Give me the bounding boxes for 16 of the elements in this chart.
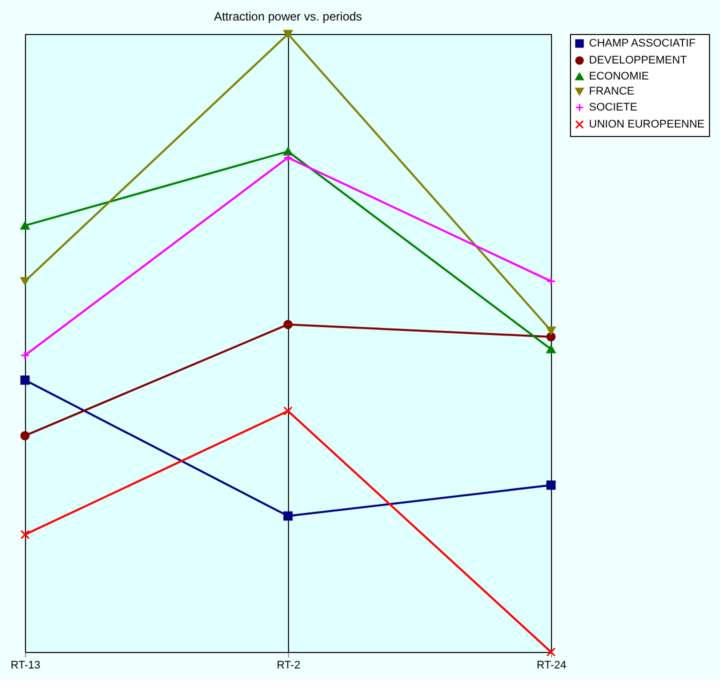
point xyxy=(283,406,293,416)
point xyxy=(546,276,556,286)
x-tick-label: RT-24 xyxy=(536,660,566,672)
legend-label: SOCIETE xyxy=(589,102,638,114)
legend-label: DEVELOPPEMENT xyxy=(589,54,688,66)
legend-label: ECONOMIE xyxy=(589,70,649,82)
chart-title: Attraction power vs. periods xyxy=(214,10,362,24)
point xyxy=(20,530,30,540)
point xyxy=(546,647,556,657)
legend-label: CHAMP ASSOCIATIF xyxy=(589,38,696,50)
point xyxy=(283,152,293,162)
x-tick-label: RT-2 xyxy=(276,660,300,672)
legend-label: UNION EUROPEENNE xyxy=(589,118,705,130)
x-tick-label: RT-13 xyxy=(10,660,40,672)
point xyxy=(20,350,30,360)
legend-label: FRANCE xyxy=(589,86,634,98)
